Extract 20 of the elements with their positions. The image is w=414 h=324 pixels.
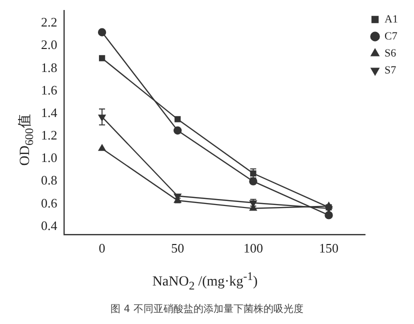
y-tick-label: 0.6 [41, 195, 58, 210]
y-tick-label: 1.6 [41, 82, 58, 98]
y-tick-label: 0.8 [41, 172, 58, 188]
legend-label: C7 [384, 30, 398, 42]
y-tick-label: 1.0 [41, 150, 58, 166]
x-tick-label: 150 [319, 240, 339, 256]
y-tick-label: 1.2 [41, 128, 58, 143]
legend-label: A1 [384, 13, 398, 26]
legend-label: S7 [384, 64, 397, 76]
y-tick-label: 1.4 [41, 104, 58, 120]
y-tick-label: 2.2 [41, 14, 58, 30]
legend-label: S6 [384, 47, 397, 60]
x-tick-label: 0 [98, 240, 106, 256]
caption: 图 4 不同亚硝酸盐的添加量下菌株的吸光度 [110, 302, 304, 316]
x-tick-label: 50 [171, 240, 184, 256]
y-tick-label: 2.0 [41, 37, 58, 52]
y-tick-label: 1.8 [41, 60, 58, 75]
y-tick-label: 0.4 [41, 218, 58, 233]
x-tick-label: 100 [243, 240, 263, 256]
x-axis-title: NaNO$_{2}$ /(mg·kg$^{-1}$) [151, 270, 259, 292]
